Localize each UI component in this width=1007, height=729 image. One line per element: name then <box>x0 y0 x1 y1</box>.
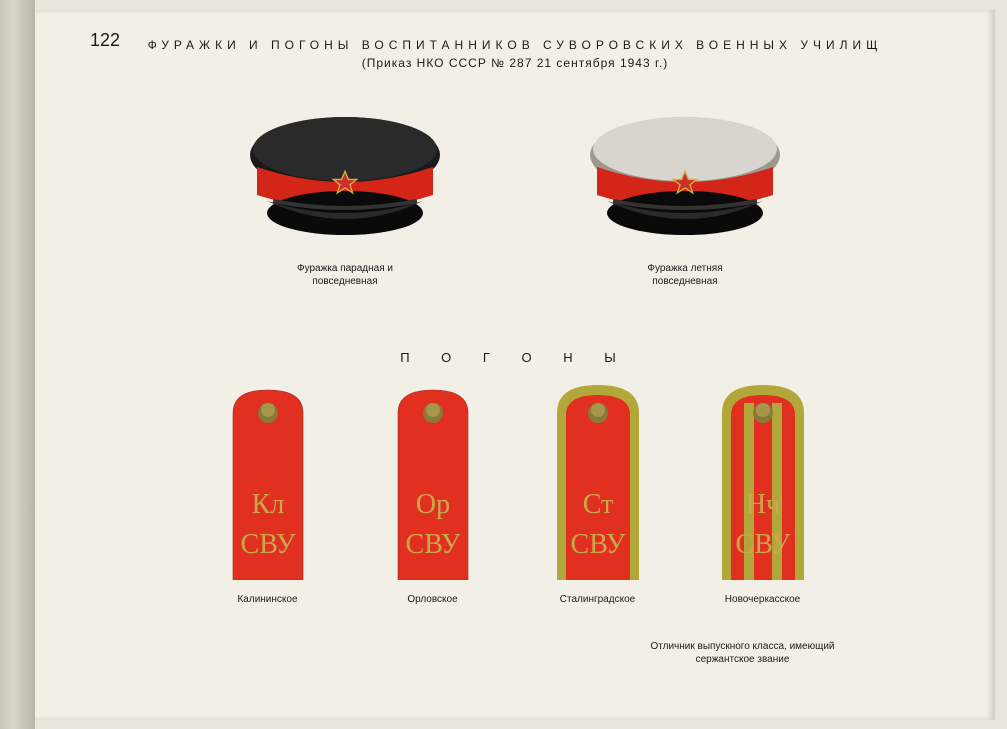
cap-summer-label: Фуражка летняяповседневная <box>647 262 722 288</box>
boards-row: Кл СВУ Калининское Ор СВУ Орловское <box>35 385 995 605</box>
cap-summer-icon <box>575 105 795 250</box>
board-stalingrad-label: Сталинградское <box>560 594 635 605</box>
page-title: ФУРАЖКИ И ПОГОНЫ ВОСПИТАННИКОВ СУВОРОВСК… <box>35 38 995 52</box>
board-orlov: Ор СВУ Орловское <box>388 385 478 605</box>
book-spine <box>0 0 35 729</box>
board-novocherkassk-icon: Нч СВУ <box>718 385 808 580</box>
board-kalinin-label: Калининское <box>237 594 297 605</box>
svg-text:Ор: Ор <box>415 489 449 520</box>
svg-text:Нч: Нч <box>745 489 779 520</box>
board-stalingrad-icon: Ст СВУ <box>553 385 643 580</box>
svg-text:СВУ: СВУ <box>240 529 295 560</box>
svg-text:Кл: Кл <box>251 489 284 520</box>
cap-parade-icon <box>235 105 455 250</box>
svg-text:СВУ: СВУ <box>405 529 460 560</box>
board-orlov-label: Орловское <box>407 594 457 605</box>
board-orlov-icon: Ор СВУ <box>388 385 478 580</box>
footnote: Отличник выпускного класса, имеющийсержа… <box>580 640 905 666</box>
board-novocherkassk-label: Новочеркасское <box>725 594 800 605</box>
board-kalinin: Кл СВУ Калининское <box>223 385 313 605</box>
page: 122 ФУРАЖКИ И ПОГОНЫ ВОСПИТАННИКОВ СУВОР… <box>35 10 995 720</box>
cap-summer: Фуражка летняяповседневная <box>575 105 795 288</box>
svg-text:Ст: Ст <box>582 489 613 520</box>
board-novocherkassk: Нч СВУ Новочеркасское <box>718 385 808 605</box>
section-title: П О Г О Н Ы <box>35 350 995 365</box>
caps-row: Фуражка парадная иповседневная Фуражка л… <box>35 105 995 288</box>
board-kalinin-icon: Кл СВУ <box>223 385 313 580</box>
cap-parade: Фуражка парадная иповседневная <box>235 105 455 288</box>
cap-parade-label: Фуражка парадная иповседневная <box>297 262 393 288</box>
svg-text:СВУ: СВУ <box>570 529 625 560</box>
page-subtitle: (Приказ НКО СССР № 287 21 сентября 1943 … <box>35 56 995 70</box>
board-stalingrad: Ст СВУ Сталинградское <box>553 385 643 605</box>
svg-text:СВУ: СВУ <box>735 529 790 560</box>
